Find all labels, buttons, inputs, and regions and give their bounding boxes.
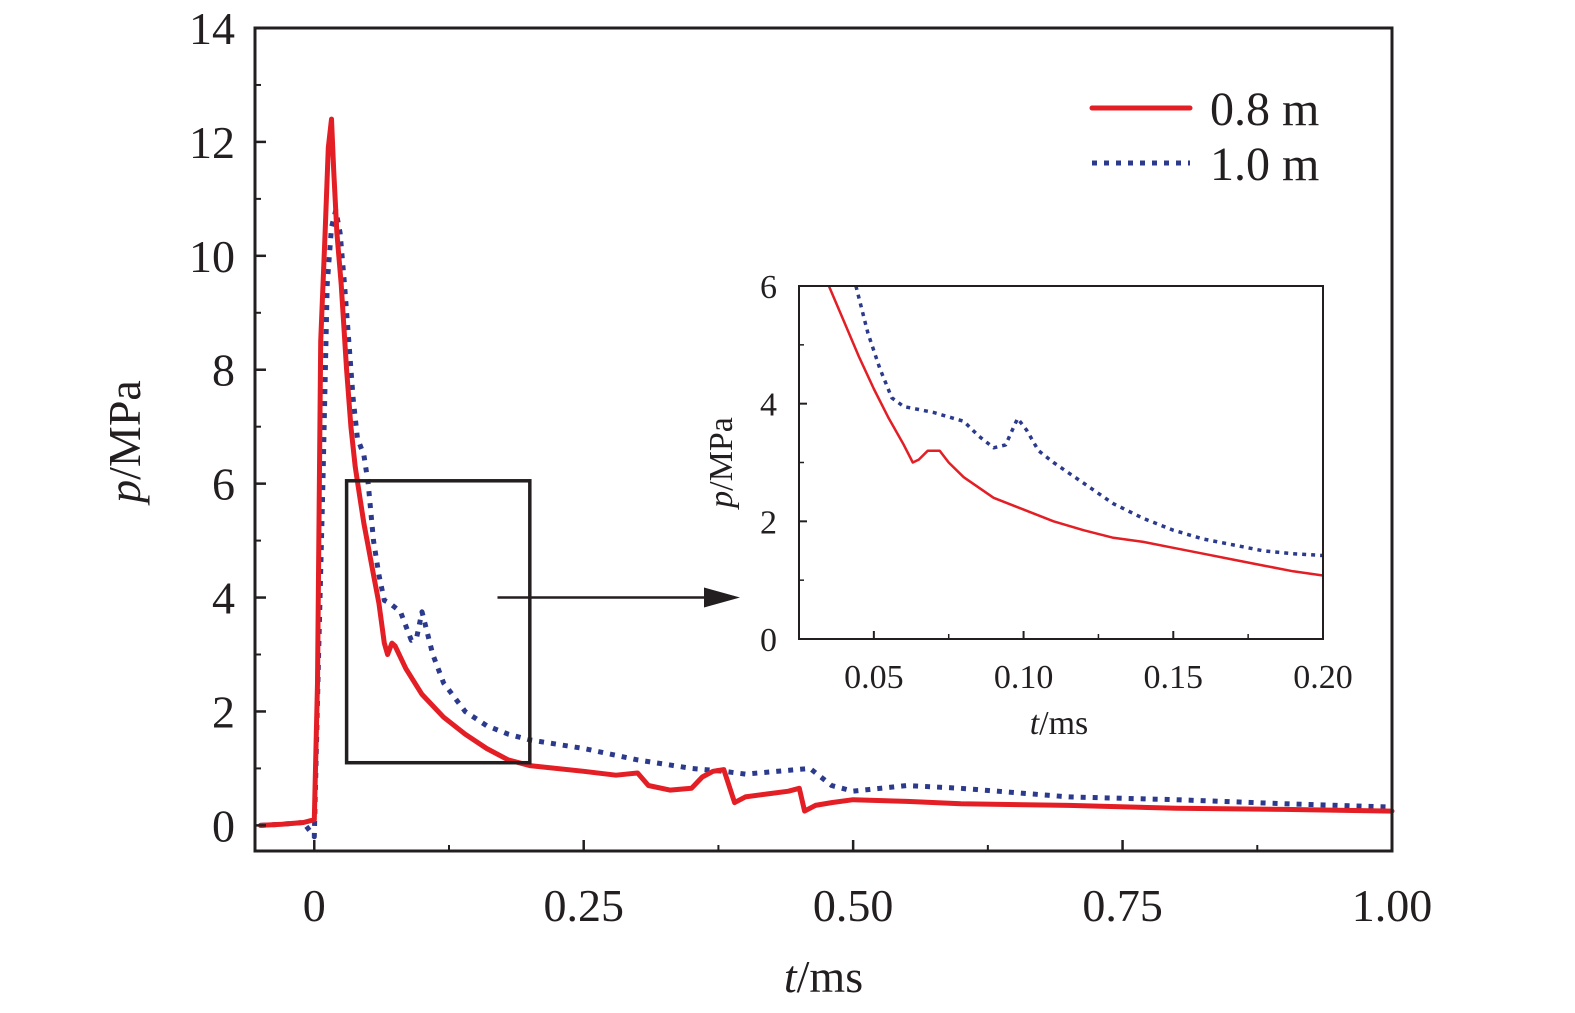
main-x-tick-label: 0 — [303, 880, 326, 931]
inset-x-axis: 0.05 0.10 0.15 0.20 — [844, 631, 1353, 696]
inset-x-tick-label: 0.20 — [1293, 659, 1353, 696]
main-chart: 0 0.25 0.50 0.75 1.00 0 2 4 6 8 10 12 14 t/ms p/MPa — [99, 3, 1432, 1002]
main-y-axis: 0 2 4 6 8 10 12 14 — [189, 3, 266, 851]
inset-y-tick-label: 6 — [760, 269, 777, 306]
main-y-tick-label: 4 — [212, 573, 235, 624]
main-x-tick-label: 0.50 — [813, 880, 894, 931]
main-x-axis-var: t — [784, 951, 798, 1002]
inset-x-tick-label: 0.05 — [844, 659, 904, 696]
main-series-line-1-0-m — [260, 207, 1393, 840]
legend-label-1-0m: 1.0 m — [1210, 138, 1319, 191]
main-y-axis-label: p/MPa — [99, 380, 150, 506]
inset-y-axis-label: p/MPa — [703, 417, 740, 510]
inset-y-axis-unit: /MPa — [703, 417, 740, 491]
legend-label-0-8m: 0.8 m — [1210, 83, 1319, 136]
inset-x-tick-label: 0.15 — [1144, 659, 1204, 696]
main-y-tick-label: 8 — [212, 345, 235, 396]
main-y-tick-label: 12 — [189, 117, 235, 168]
inset-y-tick-label: 4 — [760, 387, 777, 424]
main-series-layer — [257, 116, 1395, 840]
main-y-axis-var: p — [99, 480, 150, 506]
inset-x-axis-unit: /ms — [1039, 705, 1088, 742]
inset-chart: 0.05 0.10 0.15 0.20 0 2 4 6 t/ms p/MPa — [703, 269, 1353, 742]
main-y-tick-label: 0 — [212, 800, 235, 851]
inset-y-axis: 0 2 4 6 — [760, 269, 807, 659]
zoom-box — [344, 479, 532, 765]
main-x-axis: 0 0.25 0.50 0.75 1.00 — [303, 840, 1432, 931]
inset-series-line-0-8-m — [827, 286, 1323, 577]
main-y-axis-unit: /MPa — [99, 380, 150, 480]
inset-y-axis-var: p — [703, 491, 740, 510]
inset-background — [799, 286, 1323, 639]
inset-series-layer — [827, 286, 1323, 577]
main-x-axis-unit: /ms — [797, 951, 863, 1002]
inset-y-tick-label: 0 — [760, 622, 777, 659]
main-x-tick-label: 1.00 — [1352, 880, 1433, 931]
main-y-tick-label: 6 — [212, 459, 235, 510]
main-x-tick-label: 0.25 — [543, 880, 624, 931]
legend: 0.8 m 1.0 m — [1089, 83, 1319, 191]
inset-series-line-1-0-m — [854, 286, 1323, 558]
inset-x-axis-label: t/ms — [1030, 705, 1089, 742]
zoom-arrow — [497, 587, 740, 608]
inset-x-tick-label: 0.10 — [994, 659, 1054, 696]
main-x-tick-label: 0.75 — [1082, 880, 1163, 931]
main-y-tick-label: 2 — [212, 686, 235, 737]
inset-y-tick-label: 2 — [760, 504, 777, 541]
main-x-axis-label: t/ms — [784, 951, 863, 1002]
zoom-arrow-head — [704, 587, 740, 608]
inset-x-axis-var: t — [1030, 705, 1041, 742]
main-plot-frame — [253, 26, 1394, 853]
main-y-tick-label: 14 — [189, 3, 235, 54]
main-y-tick-label: 10 — [189, 231, 235, 282]
main-series-line-0-8-m — [257, 116, 1395, 828]
